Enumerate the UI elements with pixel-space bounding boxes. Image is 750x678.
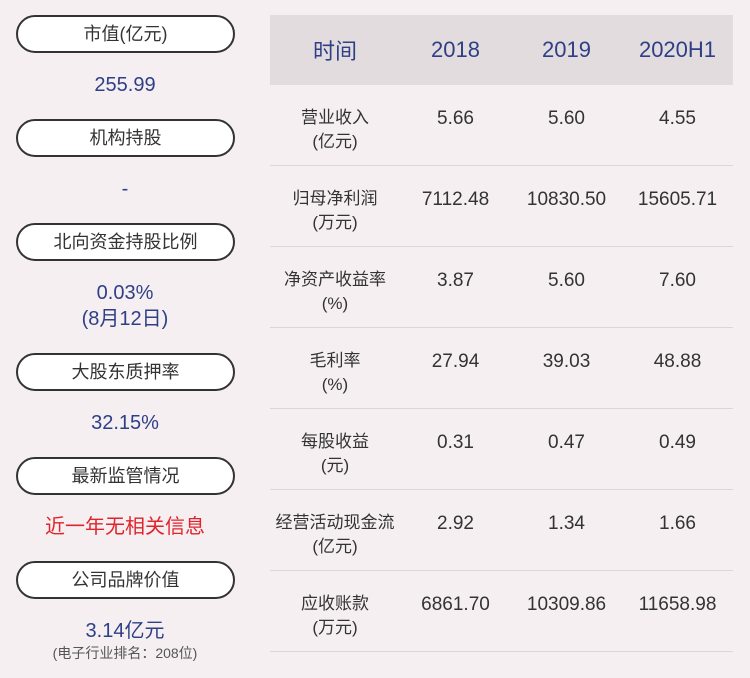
header-2018: 2018 — [431, 37, 480, 62]
table-cell: 0.47 — [548, 432, 585, 453]
row-label: 应收账款 (万元) — [301, 594, 369, 637]
northbound-ratio-date: (8月12日) — [81, 308, 169, 330]
table-cell: 2.92 — [437, 513, 474, 534]
row-label: 归母净利润 (万元) — [292, 189, 378, 232]
table-row: 毛利率 (%) 27.94 39.03 48.88 — [270, 328, 733, 409]
table-row: 每股收益 (元) 0.31 0.47 0.49 — [270, 409, 733, 490]
table-cell: 5.66 — [437, 108, 474, 129]
table-cell: 7.60 — [659, 270, 696, 291]
market-cap-value: 255.99 — [94, 74, 156, 96]
institutional-holding-value: - — [121, 178, 129, 200]
pledge-ratio-label: 大股东质押率 — [16, 353, 235, 391]
brand-value-value: 3.14亿元 — [85, 620, 165, 642]
row-label: 净资产收益率 (%) — [284, 270, 386, 313]
table-cell: 27.94 — [431, 351, 480, 372]
table-cell: 1.66 — [659, 513, 696, 534]
table-cell: 5.60 — [548, 108, 585, 129]
table-cell: 11658.98 — [638, 594, 717, 615]
row-label: 每股收益 (元) — [301, 432, 369, 475]
table-cell: 39.03 — [542, 351, 591, 372]
table-cell: 10309.86 — [526, 594, 607, 615]
table-cell: 3.87 — [437, 270, 474, 291]
brand-rank-note: (电子行业排名：208位) — [52, 645, 198, 661]
table-row: 应收账款 (万元) 6861.70 10309.86 11658.98 — [270, 571, 733, 652]
table-cell: 6861.70 — [421, 594, 490, 615]
table-row: 净资产收益率 (%) 3.87 5.60 7.60 — [270, 247, 733, 328]
table-cell: 7112.48 — [421, 189, 490, 210]
pledge-ratio-value: 32.15% — [91, 412, 159, 434]
header-2019: 2019 — [542, 37, 591, 62]
header-2020h1: 2020H1 — [638, 37, 717, 62]
table-cell: 0.49 — [659, 432, 696, 453]
brand-value-label: 公司品牌价值 — [16, 561, 235, 599]
financial-table: 时间 2018 2019 2020H1 营业收入 (亿元) 5.66 5.60 4… — [270, 15, 733, 652]
left-panel: 市值(亿元) 255.99 机构持股 - 北向资金持股比例 0.03% (8月1… — [0, 0, 250, 678]
table-cell: 0.31 — [437, 432, 474, 453]
table-cell: 5.60 — [548, 270, 585, 291]
institutional-holding-label: 机构持股 — [16, 119, 235, 157]
regulatory-status-label: 最新监管情况 — [16, 457, 235, 495]
northbound-ratio-label: 北向资金持股比例 — [16, 223, 235, 261]
table-row: 经营活动现金流 (亿元) 2.92 1.34 1.66 — [270, 490, 733, 571]
table-cell: 48.88 — [653, 351, 702, 372]
regulatory-status-value: 近一年无相关信息 — [45, 516, 205, 538]
market-cap-label: 市值(亿元) — [16, 15, 235, 53]
table-row: 归母净利润 (万元) 7112.48 10830.50 15605.71 — [270, 166, 733, 247]
table-header: 时间 2018 2019 2020H1 — [270, 15, 733, 85]
table-cell: 10830.50 — [526, 189, 607, 210]
table-cell: 4.55 — [659, 108, 696, 129]
header-time: 时间 — [312, 39, 357, 64]
row-label: 营业收入 (亿元) — [301, 108, 369, 151]
table-cell: 15605.71 — [637, 189, 718, 210]
row-label: 经营活动现金流 (亿元) — [275, 513, 395, 556]
table-cell: 1.34 — [548, 513, 585, 534]
row-label: 毛利率 (%) — [309, 351, 361, 394]
northbound-ratio-value: 0.03% — [96, 282, 154, 304]
table-row: 营业收入 (亿元) 5.66 5.60 4.55 — [270, 85, 733, 166]
